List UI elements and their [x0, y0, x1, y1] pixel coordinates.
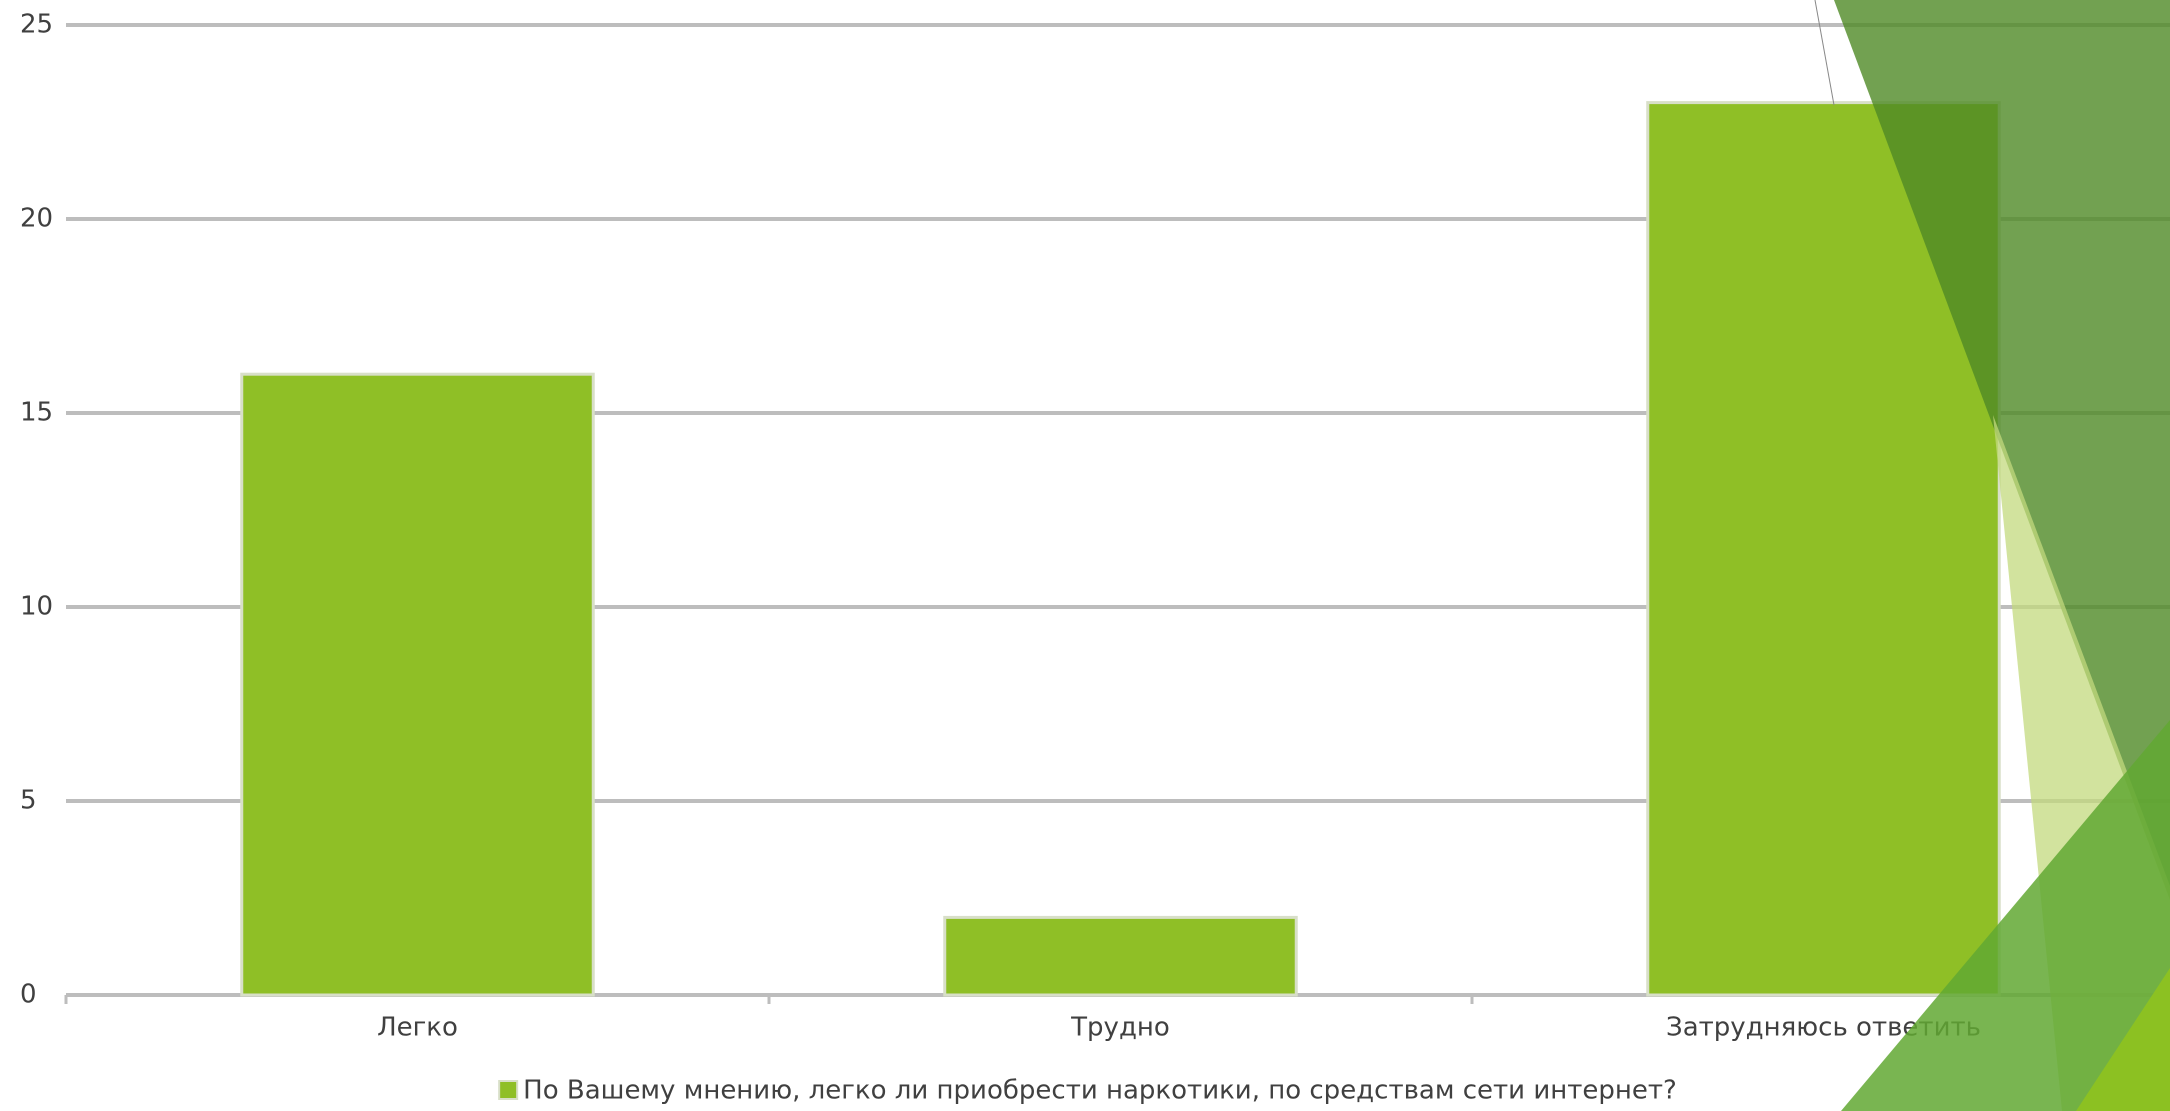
y-tick-label: 25	[20, 10, 53, 40]
bar	[943, 915, 1298, 997]
y-tick-label: 20	[20, 204, 53, 234]
bar	[240, 372, 595, 997]
legend-swatch	[498, 1080, 519, 1100]
x-tick-label: Легко	[377, 1013, 458, 1043]
y-tick-label: 10	[20, 592, 53, 622]
y-tick-label: 5	[20, 786, 37, 816]
y-tick-label: 0	[20, 980, 37, 1010]
legend-label: По Вашему мнению, легко ли приобрести на…	[523, 1076, 1677, 1106]
x-tick-label: Трудно	[1070, 1013, 1170, 1043]
y-tick-label: 15	[20, 398, 53, 428]
bar	[1646, 101, 2001, 997]
x-tick-label: Затрудняюсь ответить	[1666, 1013, 1981, 1043]
